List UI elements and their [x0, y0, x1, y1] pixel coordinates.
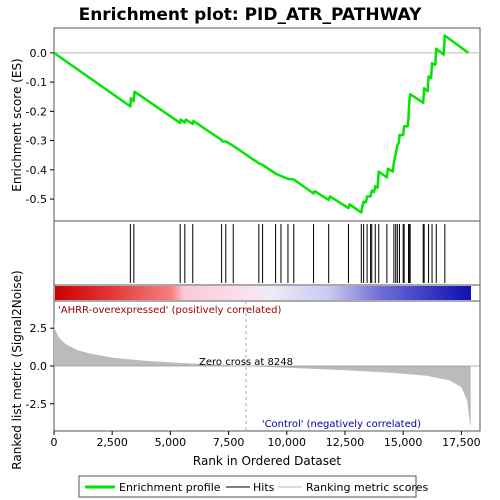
- metric-y-tick-label: 0.0: [30, 360, 48, 373]
- x-ticks: 0 2,500 5,000 7,500 10,000 12,500 15,000 17,500: [51, 431, 481, 449]
- metric-y-tick-label: -2.5: [26, 398, 47, 411]
- metric-y-tick-label: 2.5: [30, 322, 48, 335]
- x-tick-label: 7,500: [213, 436, 245, 449]
- x-tick-label: 2,500: [96, 436, 128, 449]
- x-tick-label: 17,500: [442, 436, 481, 449]
- es-y-axis-label: Enrichment score (ES): [10, 58, 24, 191]
- metric-y-axis-label: Ranked list metric (Signal2Noise): [10, 270, 24, 469]
- x-tick-label: 5,000: [155, 436, 187, 449]
- legend-profile-label: Enrichment profile: [119, 481, 221, 494]
- rank-colorbar: [55, 286, 471, 300]
- hit-marks: [129, 224, 446, 283]
- zero-cross-label: Zero cross at 8248: [199, 357, 293, 368]
- es-panel-frame: [53, 27, 481, 222]
- x-tick-label: 10,000: [268, 436, 307, 449]
- x-axis-label: Rank in Ordered Dataset: [193, 454, 341, 468]
- x-tick-label: 12,500: [326, 436, 365, 449]
- enrichment-profile-line: [53, 34, 470, 214]
- es-y-tick-label: -0.4: [26, 164, 47, 177]
- chart-title: Enrichment plot: PID_ATR_PATHWAY: [79, 5, 423, 25]
- es-y-tick-label: -0.5: [26, 193, 47, 206]
- es-y-tick-label: -0.2: [26, 105, 47, 118]
- es-y-tick-label: -0.1: [26, 76, 47, 89]
- positive-correlation-label: 'AHRR-overexpressed' (positively correla…: [58, 305, 282, 316]
- x-tick-label: 15,000: [384, 436, 423, 449]
- es-y-tick-label: -0.3: [26, 135, 47, 148]
- x-tick-label: 0: [51, 436, 58, 449]
- legend-metric-label: Ranking metric scores: [306, 481, 428, 494]
- metric-y-ticks: 2.5 0.0 -2.5: [26, 322, 54, 411]
- es-y-tick-label: 0.0: [30, 47, 48, 60]
- es-y-ticks: 0.0 -0.1 -0.2 -0.3 -0.4 -0.5: [26, 47, 54, 206]
- legend-hits-label: Hits: [253, 481, 275, 494]
- hits-panel-frame: [53, 220, 481, 286]
- negative-correlation-label: 'Control' (negatively correlated): [262, 419, 421, 430]
